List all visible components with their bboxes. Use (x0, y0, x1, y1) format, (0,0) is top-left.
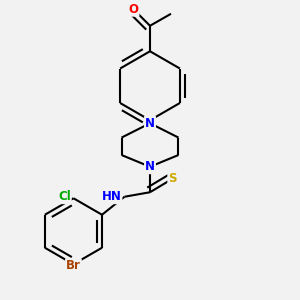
Text: Br: Br (66, 259, 81, 272)
Text: N: N (145, 117, 155, 130)
Text: HN: HN (102, 190, 122, 203)
Text: S: S (168, 172, 177, 185)
Text: Cl: Cl (58, 190, 71, 203)
Text: N: N (145, 160, 155, 173)
Text: O: O (128, 3, 139, 16)
